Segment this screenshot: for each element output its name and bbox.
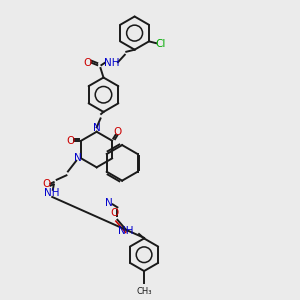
Text: N: N xyxy=(93,123,101,133)
Text: N: N xyxy=(105,198,113,208)
Text: CH₃: CH₃ xyxy=(136,287,152,296)
Text: O: O xyxy=(110,208,118,218)
Text: Cl: Cl xyxy=(155,39,165,49)
Text: O: O xyxy=(84,58,92,68)
Text: O: O xyxy=(43,178,51,189)
Text: O: O xyxy=(67,136,75,146)
Text: N: N xyxy=(74,153,82,164)
Text: NH: NH xyxy=(104,58,119,68)
Text: O: O xyxy=(113,127,122,137)
Text: NH: NH xyxy=(44,188,60,198)
Text: NH: NH xyxy=(118,226,134,236)
